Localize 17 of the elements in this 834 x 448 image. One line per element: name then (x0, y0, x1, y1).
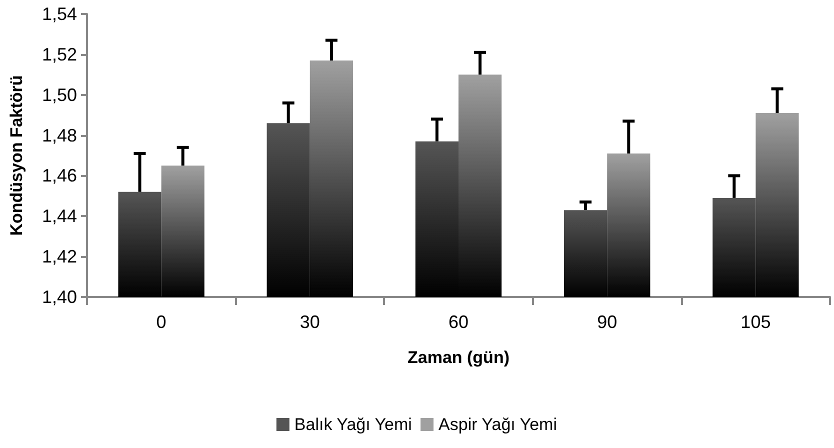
x-tick-label: 90 (597, 312, 618, 332)
x-tick-label: 105 (740, 312, 771, 332)
y-tick-label: 1,54 (42, 4, 77, 24)
legend-label: Balık Yağı Yemi (294, 415, 412, 434)
x-tick-label: 0 (156, 312, 166, 332)
y-tick-label: 1,40 (42, 287, 77, 307)
y-tick-label: 1,52 (42, 44, 77, 64)
x-tick-label: 60 (448, 312, 469, 332)
x-tick-label: 30 (300, 312, 320, 332)
x-axis-title: Zaman (gün) (408, 348, 510, 367)
y-tick-label: 1,46 (42, 166, 77, 186)
legend-label: Aspir Yağı Yemi (438, 415, 557, 434)
y-tick-label: 1,42 (42, 246, 77, 267)
y-tick-label: 1,50 (42, 84, 77, 105)
y-axis-title: Kondüsyon Faktörü (7, 75, 26, 236)
y-tick-label: 1,44 (42, 206, 77, 226)
y-tick-label: 1,48 (42, 125, 77, 146)
